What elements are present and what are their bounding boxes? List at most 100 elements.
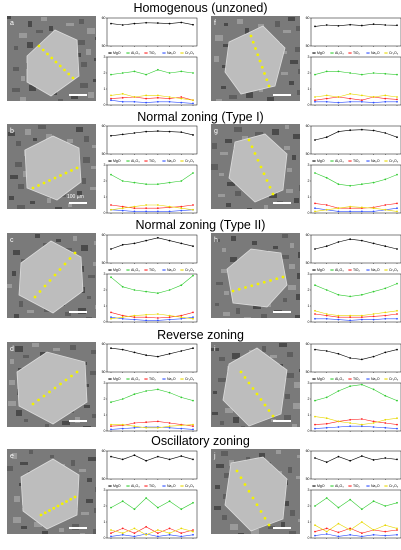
panel-label-h: h xyxy=(214,237,218,244)
data-point-TiO2 xyxy=(314,530,316,533)
data-point-MgO xyxy=(121,24,124,26)
data-point-Cr2O3 xyxy=(192,530,194,533)
profile-chart-d: 50 60 MgO Al₂O₃ TiO₂ Na₂O Cr₂O₃ 0 1 2 3 xyxy=(99,341,201,436)
data-point-Na2O xyxy=(349,425,352,428)
data-point-Na2O xyxy=(372,426,375,428)
traverse-point xyxy=(54,60,58,64)
traverse-point xyxy=(235,469,239,473)
data-point-TiO2 xyxy=(133,316,136,319)
y-tick-label: 50 xyxy=(306,477,310,481)
data-point-TiO2 xyxy=(314,202,316,205)
traverse-point xyxy=(43,511,47,515)
data-point-TiO2 xyxy=(180,532,183,535)
data-point-MgO xyxy=(192,23,194,26)
series-line-MgO xyxy=(314,23,398,27)
data-point-TiO2 xyxy=(372,420,375,423)
data-point-Al2O3 xyxy=(337,70,340,73)
y-tick-label: 2 xyxy=(104,71,106,75)
data-point-TiO2 xyxy=(360,532,363,535)
y-tick-label: 2 xyxy=(308,71,310,75)
data-point-TiO2 xyxy=(360,316,363,319)
traverse-point xyxy=(58,64,62,68)
legend-label-MgO: MgO xyxy=(113,159,121,163)
traverse-point xyxy=(239,370,243,374)
traverse-point xyxy=(263,516,267,520)
axes-frame-mgo xyxy=(310,125,401,155)
data-point-Na2O xyxy=(396,207,398,210)
data-point-Cr2O3 xyxy=(360,94,363,97)
legend-marker-Cr2O3 xyxy=(385,160,387,162)
data-point-Al2O3 xyxy=(192,72,194,74)
data-point-MgO xyxy=(360,358,363,361)
data-point-MgO xyxy=(192,347,194,350)
y-tick-label: 0 xyxy=(104,320,106,324)
data-point-TiO2 xyxy=(396,423,398,426)
legend-marker-MgO xyxy=(109,269,111,271)
data-point-Cr2O3 xyxy=(384,94,387,97)
data-point-TiO2 xyxy=(110,532,112,535)
data-point-Na2O xyxy=(180,427,183,430)
data-point-TiO2 xyxy=(156,96,159,99)
traverse-point xyxy=(63,68,66,72)
data-point-MgO xyxy=(372,459,375,461)
y-tick-label: 60 xyxy=(102,124,106,128)
data-point-Na2O xyxy=(325,426,328,429)
data-point-Cr2O3 xyxy=(314,96,316,98)
profile-chart-a: 50 60 MgO Al₂O₃ TiO₂ Na₂O Cr₂O₃ 0 1 2 3 xyxy=(99,15,201,110)
traverse-point xyxy=(267,409,271,412)
traverse-point xyxy=(64,378,68,382)
data-point-Cr2O3 xyxy=(325,94,328,97)
y-tick-label: 0 xyxy=(308,429,310,433)
data-point-Cr2O3 xyxy=(372,207,375,210)
legend-label-TiO2: TiO₂ xyxy=(353,268,361,272)
y-tick-label: 1 xyxy=(308,304,310,308)
data-point-Al2O3 xyxy=(396,173,398,176)
traverse-point xyxy=(262,280,266,284)
traverse-point xyxy=(244,286,247,289)
series-line-TiO2 xyxy=(314,418,398,425)
y-tick-label: 60 xyxy=(306,342,310,346)
traverse-point xyxy=(255,392,259,396)
legend-marker-Al2O3 xyxy=(127,378,129,380)
data-point-MgO xyxy=(314,25,316,28)
traverse-point xyxy=(271,414,275,418)
traverse-point xyxy=(237,287,241,291)
data-point-TiO2 xyxy=(192,529,194,531)
traverse-point xyxy=(33,295,37,299)
crystal-g xyxy=(228,133,288,203)
data-point-Na2O xyxy=(168,210,171,213)
data-point-Cr2O3 xyxy=(384,524,387,527)
data-point-Al2O3 xyxy=(349,184,352,187)
data-point-Na2O xyxy=(325,100,328,103)
y-tick-label: 3 xyxy=(308,55,310,59)
data-point-Al2O3 xyxy=(133,289,136,291)
data-point-Na2O xyxy=(314,427,316,430)
data-point-TiO2 xyxy=(325,97,328,100)
data-point-Cr2O3 xyxy=(349,422,352,424)
data-point-Al2O3 xyxy=(110,401,112,404)
series-line-TiO2 xyxy=(314,96,398,101)
data-point-Na2O xyxy=(156,535,159,538)
data-point-Al2O3 xyxy=(349,498,352,501)
data-point-Cr2O3 xyxy=(360,314,363,317)
legend-label-MgO: MgO xyxy=(317,159,325,163)
data-point-TiO2 xyxy=(396,313,398,315)
data-point-MgO xyxy=(121,243,124,246)
data-point-Al2O3 xyxy=(121,72,124,74)
series-line-Cr2O3 xyxy=(111,424,194,429)
data-point-TiO2 xyxy=(121,314,124,317)
data-point-Na2O xyxy=(349,100,352,103)
data-point-Na2O xyxy=(349,533,352,536)
data-point-TiO2 xyxy=(145,316,148,319)
traverse-point xyxy=(265,78,269,82)
series-line-MgO xyxy=(314,349,398,360)
data-point-Na2O xyxy=(337,535,340,538)
data-point-MgO xyxy=(180,21,183,24)
data-point-TiO2 xyxy=(372,315,375,318)
legend-marker-Al2O3 xyxy=(331,269,333,271)
data-point-MgO xyxy=(180,131,183,134)
data-point-Al2O3 xyxy=(384,287,387,290)
series-line-MgO xyxy=(110,237,194,250)
y-tick-label: 50 xyxy=(306,370,310,374)
scale-bar xyxy=(273,311,291,313)
